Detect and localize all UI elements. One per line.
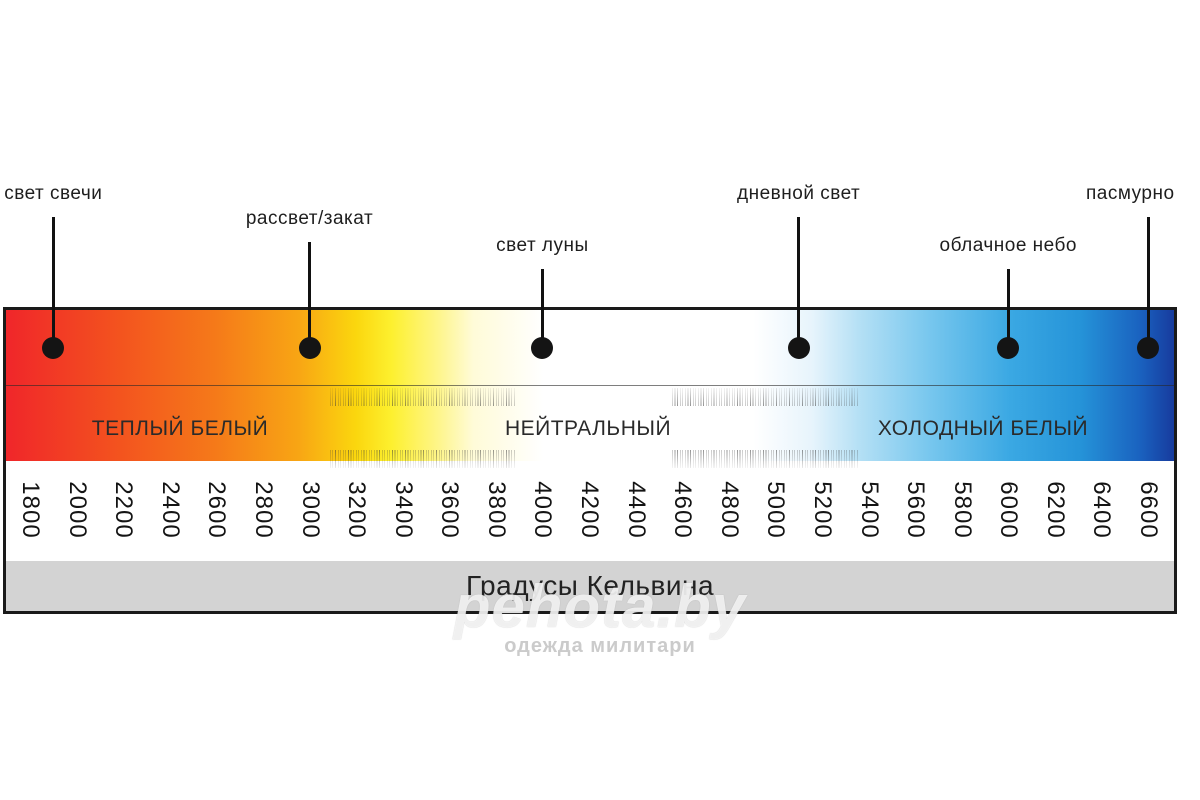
scale-tick-label: 3600: [436, 481, 464, 539]
hatch-strip: [330, 388, 515, 406]
scale-tick-label: 5200: [808, 481, 836, 539]
unit-bar: [3, 561, 1177, 614]
scale-tick-label: 5800: [948, 481, 976, 539]
marker-dot: [1137, 337, 1159, 359]
hatch-strip: [672, 388, 858, 406]
marker-label: свет свечи: [4, 183, 103, 204]
zone-label: НЕЙТРАЛЬНЫЙ: [504, 417, 672, 440]
scale-tick-label: 6600: [1135, 481, 1162, 539]
zone-label: ТЕПЛЫЙ БЕЛЫЙ: [91, 417, 269, 440]
scale-tick-label: 3000: [296, 481, 324, 539]
marker-leader-line: [540, 269, 544, 348]
scale-tick-label: 6400: [1088, 481, 1116, 539]
marker-label: пасмурно: [1086, 183, 1175, 204]
scale-tick-label: 6000: [995, 481, 1023, 539]
marker-label: свет луны: [496, 235, 589, 256]
watermark-tagline: одежда милитари: [504, 635, 696, 657]
marker-dot: [531, 337, 554, 359]
unit-label: Градусы Кельвина: [465, 570, 715, 601]
scale-tick-label: 2400: [156, 481, 184, 539]
marker-dot: [298, 337, 321, 359]
watermark-logo: pehota.by: [453, 573, 747, 640]
scale-tick-label: 2200: [110, 481, 138, 539]
scale-tick-label: 2000: [63, 481, 91, 539]
scale-tick-label: 4200: [576, 481, 603, 539]
scale-tick-label: 4400: [622, 481, 650, 539]
scale-tick-label: 5400: [855, 481, 883, 539]
scale-tick-label: 5000: [762, 481, 790, 539]
scale-tick-label: 2600: [203, 481, 231, 539]
scale-tick-label: 3800: [482, 481, 510, 539]
marker-leader-line: [797, 217, 801, 348]
scale-tick-label: 3200: [343, 481, 371, 539]
zone-divider-line: [6, 385, 1174, 386]
marker-dot: [997, 337, 1020, 359]
marker-label: дневной свет: [737, 183, 861, 204]
scale-tick-label: 3400: [389, 481, 417, 539]
marker-dot: [787, 337, 810, 359]
scale-tick-label: 4600: [669, 481, 697, 539]
hatch-strip: [330, 450, 515, 468]
kelvin-scale: [3, 461, 1177, 561]
scale-tick-label: 2800: [249, 481, 277, 539]
hatch-strip: [672, 450, 858, 468]
scale-tick-label: 4000: [529, 481, 557, 539]
marker-leader-line: [1006, 269, 1010, 348]
zone-label: ХОЛОДНЫЙ БЕЛЫЙ: [877, 417, 1089, 440]
scale-tick-label: 4800: [715, 481, 743, 539]
marker-dot: [42, 337, 65, 359]
scale-tick-label: 1800: [17, 481, 44, 539]
scale-tick-label: 6200: [1041, 481, 1069, 539]
scale-tick-label: 5600: [902, 481, 930, 539]
marker-leader-line: [1146, 217, 1150, 348]
marker-label: рассвет/закат: [245, 208, 374, 229]
marker-leader-line: [51, 217, 55, 348]
marker-label: облачное небо: [939, 235, 1077, 256]
marker-leader-line: [308, 242, 311, 348]
